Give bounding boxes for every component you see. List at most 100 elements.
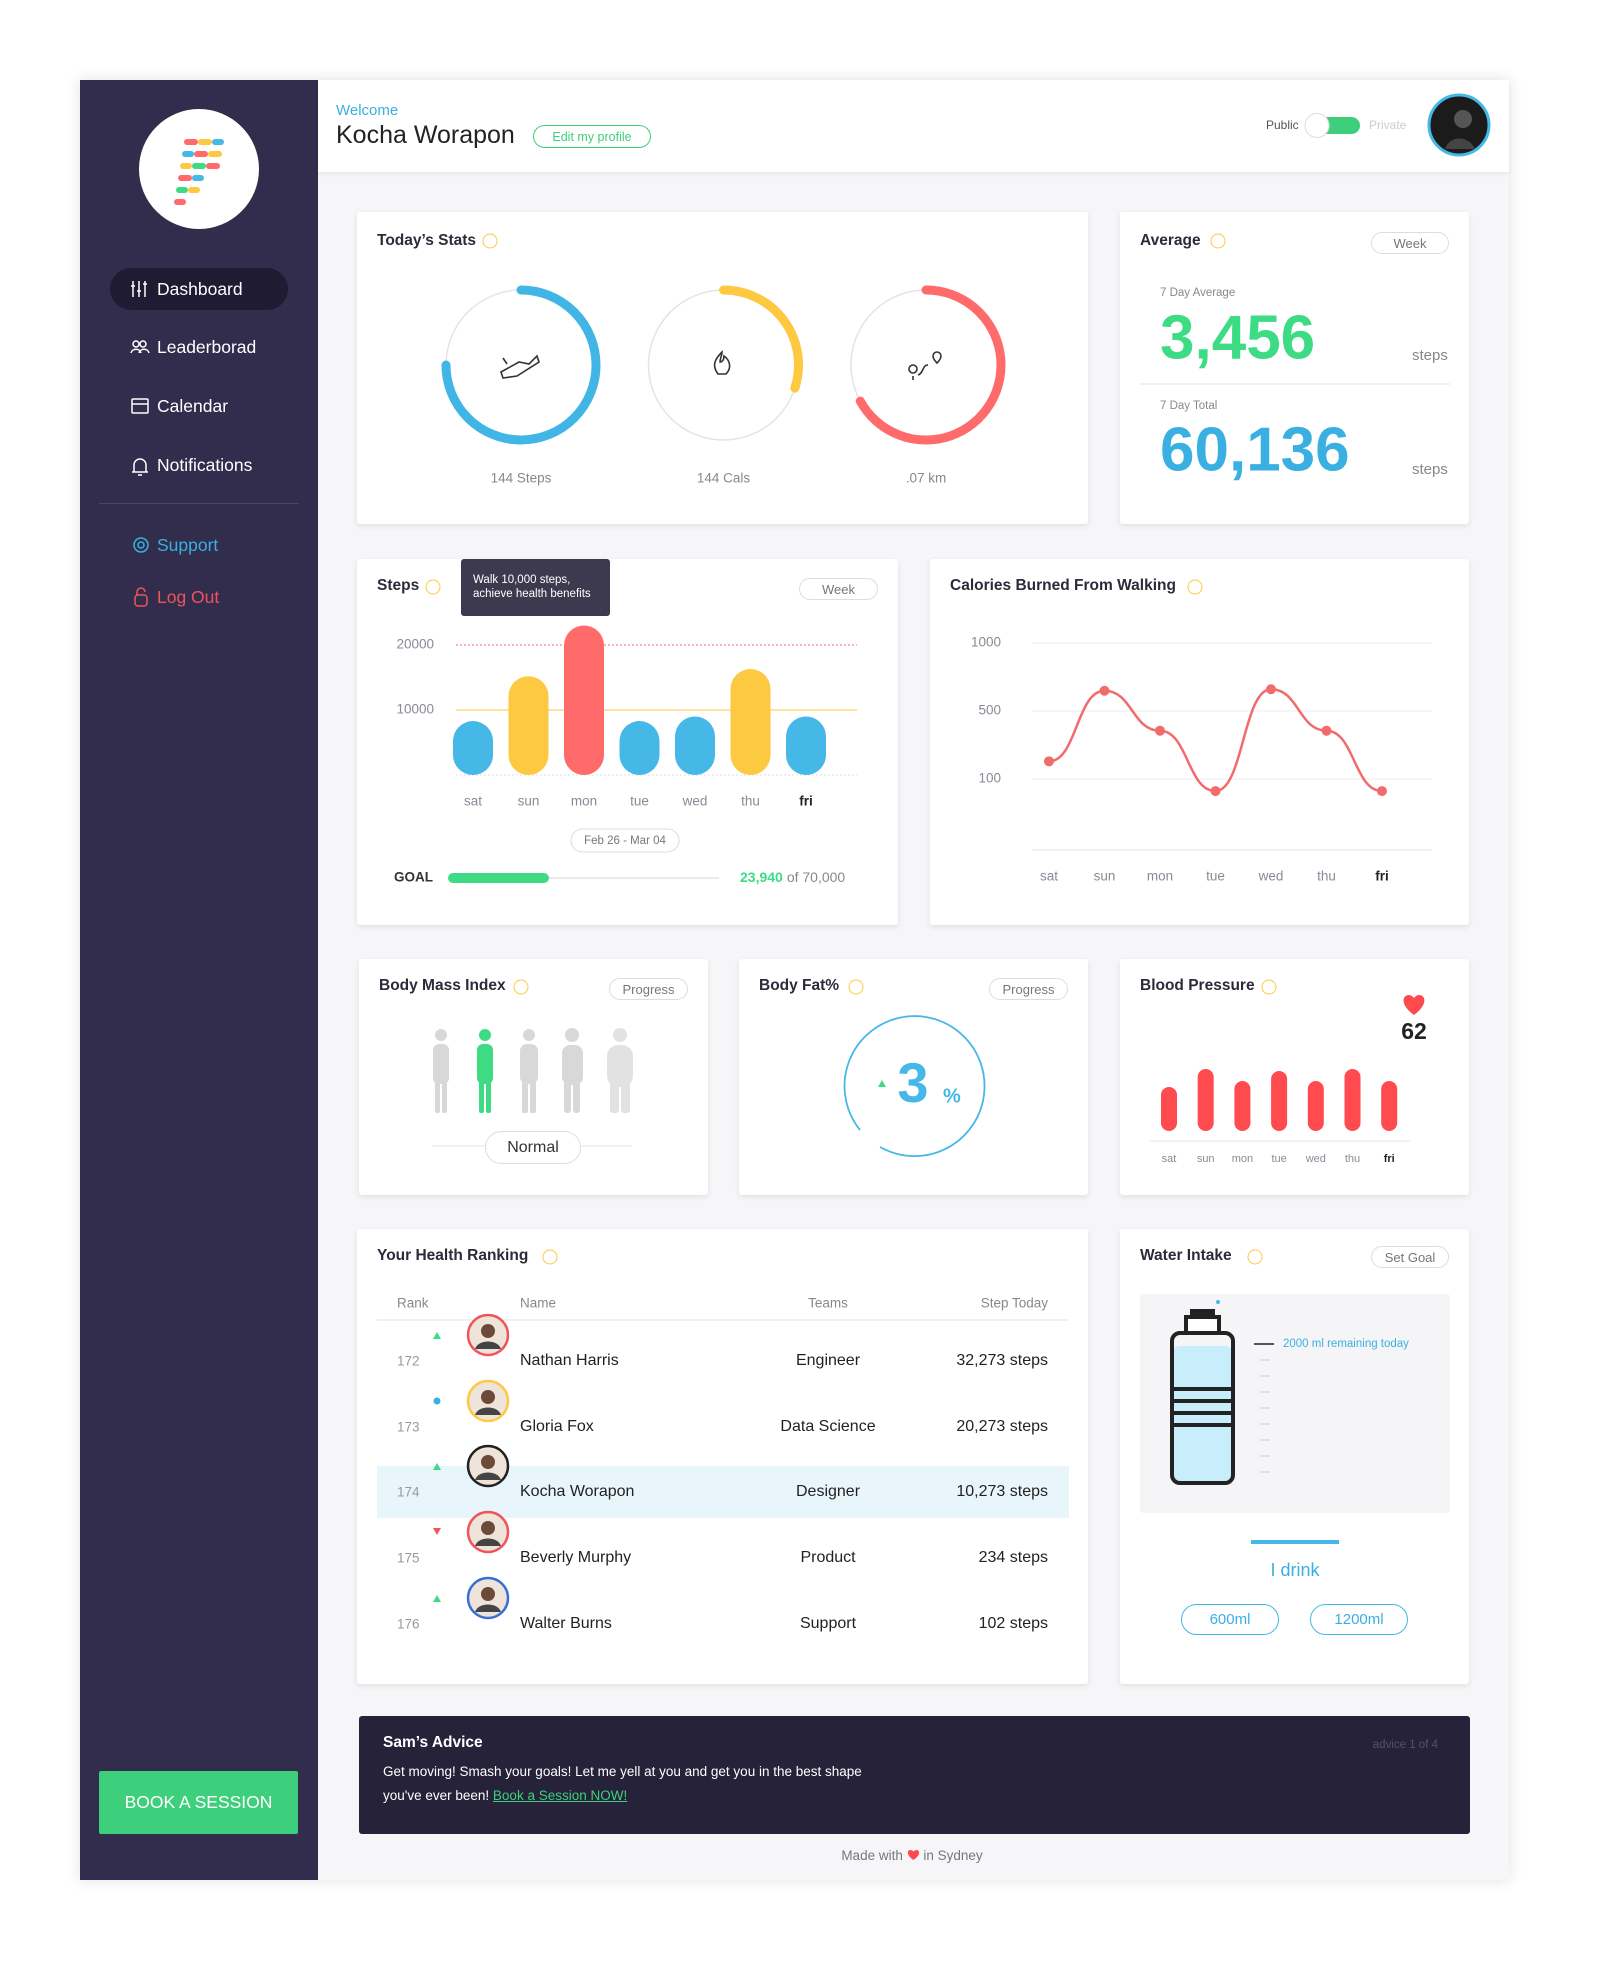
support-link[interactable]: Support <box>157 535 219 555</box>
advice-body: Get moving! Smash your goals! Let me yel… <box>383 1764 862 1803</box>
advice-link[interactable]: Book a Session NOW! <box>492 1788 628 1803</box>
x-tick-label: thu <box>741 794 760 809</box>
average-card: Average 7 Day Average 3,456 steps 7 Day … <box>1120 212 1469 524</box>
bottle <box>1170 1300 1235 1485</box>
logout-link[interactable]: Log Out <box>157 587 220 607</box>
nav-item[interactable]: Leaderborad <box>110 326 288 368</box>
rank: 173 <box>397 1419 420 1435</box>
steps: 10,273 steps <box>956 1483 1048 1501</box>
visibility-toggle[interactable] <box>1300 110 1364 142</box>
avatar[interactable] <box>1427 93 1491 157</box>
goal-text: 23,940 of 70,000 <box>740 869 845 885</box>
x-tick-label: sun <box>1197 1153 1215 1165</box>
water-content: Water Intake 2000 ml remaining today I d… <box>1140 1247 1450 1580</box>
average-value: 3,456 <box>1160 303 1315 372</box>
nav-label: Calendar <box>157 395 229 416</box>
blood-pressure-chart: Blood Pressure 62 sat sun mon tue wed thu fri <box>1140 977 1427 1165</box>
progress-button[interactable]: Progress <box>989 978 1068 1000</box>
x-tick-label: tue <box>1206 869 1225 884</box>
card-title: Steps <box>377 577 419 594</box>
help-icon[interactable] <box>425 579 441 595</box>
progress-button[interactable]: Progress <box>609 978 688 1000</box>
member-name: Walter Burns <box>520 1614 612 1632</box>
help-icon[interactable] <box>1187 579 1203 595</box>
trend-icon <box>433 1397 441 1405</box>
average-label: 7 Day Average <box>1160 287 1235 299</box>
unit: steps <box>1412 347 1448 364</box>
rank: 175 <box>397 1550 420 1566</box>
heart-icon <box>1403 995 1425 1015</box>
avatar <box>466 1510 510 1554</box>
avatar-head <box>481 1586 495 1601</box>
footer-text: in Sydney <box>923 1848 983 1863</box>
x-tick-label: wed <box>682 794 708 809</box>
book-button[interactable]: BOOK A SESSION <box>99 1771 298 1834</box>
body-fat-content: Body Fat% 3 % <box>759 977 986 1157</box>
avatar-body <box>475 1341 501 1349</box>
x-tick-label: tue <box>630 794 649 809</box>
point <box>1266 684 1276 695</box>
rank: 174 <box>397 1484 420 1500</box>
trend-icon <box>433 1463 441 1471</box>
help-icon[interactable] <box>482 233 498 249</box>
goal-label: GOAL <box>394 870 433 885</box>
water-card: Water Intake 2000 ml remaining today I d… <box>1120 1229 1469 1684</box>
advice-text: Get moving! Smash your goals! Let me yel… <box>383 1760 903 1808</box>
edit-profile[interactable]: Edit my profile <box>533 125 651 148</box>
bar <box>1381 1081 1398 1131</box>
help-icon[interactable] <box>1247 1249 1263 1265</box>
help-icon[interactable] <box>542 1249 558 1265</box>
help-icon[interactable] <box>1210 233 1226 249</box>
x-tick-label: thu <box>1345 1153 1360 1165</box>
welcome: Welcome <box>336 102 399 119</box>
y-tick-label: 1000 <box>971 635 1001 650</box>
period-button[interactable]: Week <box>1371 232 1449 254</box>
steps-card: Steps Feb 26 - Mar 04 GOAL 23,940 of 70,0… <box>357 559 898 925</box>
avatar-head <box>481 1455 495 1470</box>
point <box>1155 725 1165 736</box>
ring-icons <box>500 350 942 380</box>
rank: 176 <box>397 1616 420 1632</box>
nav-item[interactable]: Dashboard <box>110 268 288 310</box>
x-tick-label: thu <box>1317 869 1336 884</box>
avatar-body <box>475 1538 501 1547</box>
trend-up <box>433 1594 441 1602</box>
support-icons <box>133 537 149 607</box>
set-goal-button[interactable]: Set Goal <box>1371 1246 1449 1268</box>
card-title: Today’s Stats <box>377 232 476 249</box>
drink-option[interactable]: 600ml <box>1181 1604 1279 1635</box>
fat-ring <box>843 1015 986 1157</box>
period-button[interactable]: Week <box>799 578 878 600</box>
trend-up <box>878 1080 886 1087</box>
avatar <box>466 1576 510 1620</box>
blood-pressure-card: Blood Pressure 62 sat sun mon tue wed thu fri <box>1120 959 1469 1195</box>
avatar-body <box>475 1472 501 1481</box>
x-tick-label: sun <box>518 794 540 809</box>
bar <box>675 716 715 775</box>
line <box>1048 687 1383 793</box>
point <box>1321 725 1332 736</box>
unit: steps <box>1412 461 1448 478</box>
trend-icon <box>433 1594 441 1602</box>
calories-chart: Calories Burned From Walking 100 500 1000 s… <box>950 577 1432 884</box>
steps: 102 steps <box>978 1614 1048 1632</box>
x-tick-label: wed <box>1305 1153 1326 1165</box>
ring-progress <box>855 285 1006 445</box>
help-icon[interactable] <box>513 979 529 995</box>
avatar-body <box>475 1604 501 1612</box>
bar <box>1344 1069 1361 1131</box>
rings: Today’s Stats 144 Steps 144 Cals .07 km <box>377 232 1006 486</box>
advice-pager[interactable]: advice 1 of 4 <box>1372 1739 1438 1751</box>
avatar-head <box>481 1389 495 1404</box>
trend-icon <box>433 1332 441 1339</box>
body-fat-card: Body Fat% 3 % Progress <box>739 959 1088 1195</box>
help-icon[interactable] <box>1261 979 1277 995</box>
help-icon[interactable] <box>848 979 864 995</box>
drink-option[interactable]: 1200ml <box>1310 1604 1408 1635</box>
avatar <box>466 1379 510 1422</box>
nav-item[interactable]: Notifications <box>110 444 288 486</box>
card-title: Water Intake <box>1140 1247 1232 1264</box>
x-tick-label: sat <box>464 794 482 809</box>
nav-item[interactable]: Calendar <box>110 385 288 427</box>
